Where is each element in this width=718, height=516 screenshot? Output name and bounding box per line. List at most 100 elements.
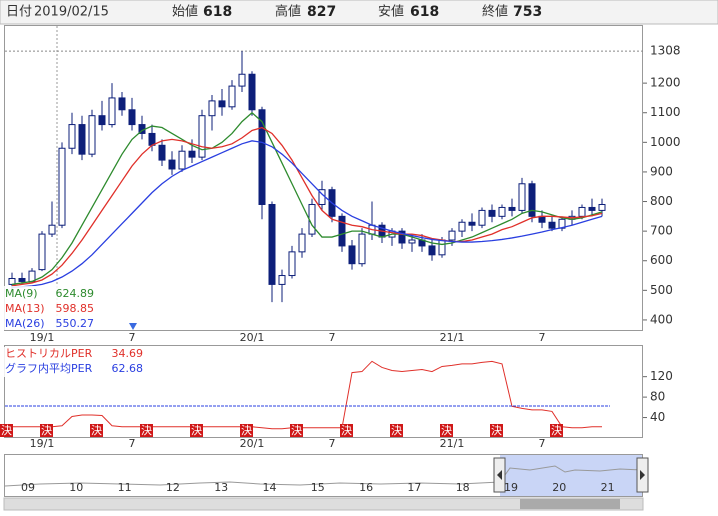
candle-body (68, 124, 76, 149)
event-label: 決 (551, 424, 562, 437)
event-marker[interactable] (40, 424, 53, 437)
event-label: 決 (141, 424, 152, 437)
candle-body (58, 147, 66, 226)
header-value: 618 (410, 4, 439, 20)
scrollbar[interactable] (3, 497, 644, 511)
legend-box (3, 347, 145, 377)
event-label: 決 (391, 424, 402, 437)
candle-body (48, 224, 56, 235)
legend-name: ヒストリカルPER (5, 347, 93, 360)
event-marker[interactable] (490, 424, 503, 437)
event-marker[interactable] (240, 424, 253, 437)
event-label: 決 (491, 424, 502, 437)
x-tick-label: 7 (129, 437, 136, 450)
candle-body (18, 277, 26, 282)
candle-body (98, 115, 106, 126)
navigator-label: 19 (504, 481, 518, 494)
scroll-thumb[interactable] (520, 499, 620, 509)
candle-body (188, 150, 196, 158)
navigator-label: 20 (552, 481, 566, 494)
y-tick-label: 500 (650, 283, 673, 297)
x-tick-label: 19/1 (30, 331, 55, 344)
event-marker[interactable] (290, 424, 303, 437)
event-marker[interactable] (0, 424, 13, 437)
candle-body (528, 183, 536, 217)
legend-value: 62.68 (112, 362, 144, 375)
event-label: 決 (241, 424, 252, 437)
candle-body (588, 206, 596, 211)
x-tick-label: 21/1 (440, 437, 465, 450)
header-label: 高値 (275, 4, 301, 20)
navigator-label: 12 (166, 481, 180, 494)
event-marker[interactable] (140, 424, 153, 437)
high-label: 1308 (650, 44, 681, 58)
candle-body (428, 245, 436, 256)
y-tick-label: 1100 (650, 105, 681, 119)
x-tick-label: 7 (129, 331, 136, 344)
candle-body (488, 209, 496, 217)
candle-body (208, 100, 216, 117)
header-value: 753 (513, 4, 542, 20)
navigator-label: 14 (263, 481, 277, 494)
candle-body (308, 203, 316, 235)
x-tick-label: 7 (539, 437, 546, 450)
y-tick-label: 40 (650, 410, 665, 424)
candle-body (548, 221, 556, 229)
event-marker[interactable] (190, 424, 203, 437)
candle-body (268, 203, 276, 285)
legend-name: MA(26) (5, 317, 45, 330)
navigator-label: 15 (311, 481, 325, 494)
candle-body (238, 73, 246, 87)
candle-body (398, 230, 406, 244)
candle-body (478, 209, 486, 226)
navigator-label: 11 (118, 481, 132, 494)
event-label: 決 (291, 424, 302, 437)
candle-body (468, 221, 476, 226)
x-tick-label: 7 (329, 331, 336, 344)
navigator-label: 10 (69, 481, 83, 494)
event-marker[interactable] (90, 424, 103, 437)
y-tick-label: 700 (650, 224, 673, 238)
x-tick-label: 20/1 (240, 331, 265, 344)
legend-name: グラフ内平均PER (5, 361, 93, 375)
candle-body (168, 159, 176, 170)
navigator-line (4, 465, 643, 487)
event-marker[interactable] (440, 424, 453, 437)
legend-box (3, 286, 96, 330)
x-tick-label: 21/1 (440, 331, 465, 344)
candle-body (78, 124, 86, 155)
handle-arrow (497, 470, 502, 480)
candle-body (118, 97, 126, 111)
ma-line (11, 140, 603, 289)
legend-value: 550.27 (56, 317, 95, 330)
event-marker[interactable] (390, 424, 403, 437)
candle-body (278, 275, 286, 285)
legend-name: MA(13) (5, 302, 45, 315)
x-tick-label: 7 (539, 331, 546, 344)
event-label: 決 (341, 424, 352, 437)
navigator-label: 13 (214, 481, 228, 494)
candle-body (458, 221, 466, 232)
legend-value: 598.85 (56, 302, 95, 315)
y-tick-label: 400 (650, 312, 673, 326)
y-tick-label: 80 (650, 390, 665, 404)
candle-body (218, 100, 226, 108)
candle-body (508, 206, 516, 211)
header-value: 618 (203, 4, 232, 20)
navigator-selection[interactable] (500, 455, 642, 496)
y-tick-label: 900 (650, 164, 673, 178)
candle-body (8, 277, 16, 285)
candle-body (158, 144, 166, 161)
candle-body (408, 239, 416, 244)
navigator-label: 21 (601, 481, 615, 494)
y-tick-label: 600 (650, 253, 673, 267)
header-bar (0, 0, 718, 25)
candle-body (88, 115, 96, 155)
event-label: 決 (41, 424, 52, 437)
event-marker[interactable] (550, 424, 563, 437)
candle-body (288, 251, 296, 277)
event-marker[interactable] (340, 424, 353, 437)
header-label: 安値 (378, 4, 404, 20)
candle-body (438, 239, 446, 256)
candle-body (228, 85, 236, 108)
